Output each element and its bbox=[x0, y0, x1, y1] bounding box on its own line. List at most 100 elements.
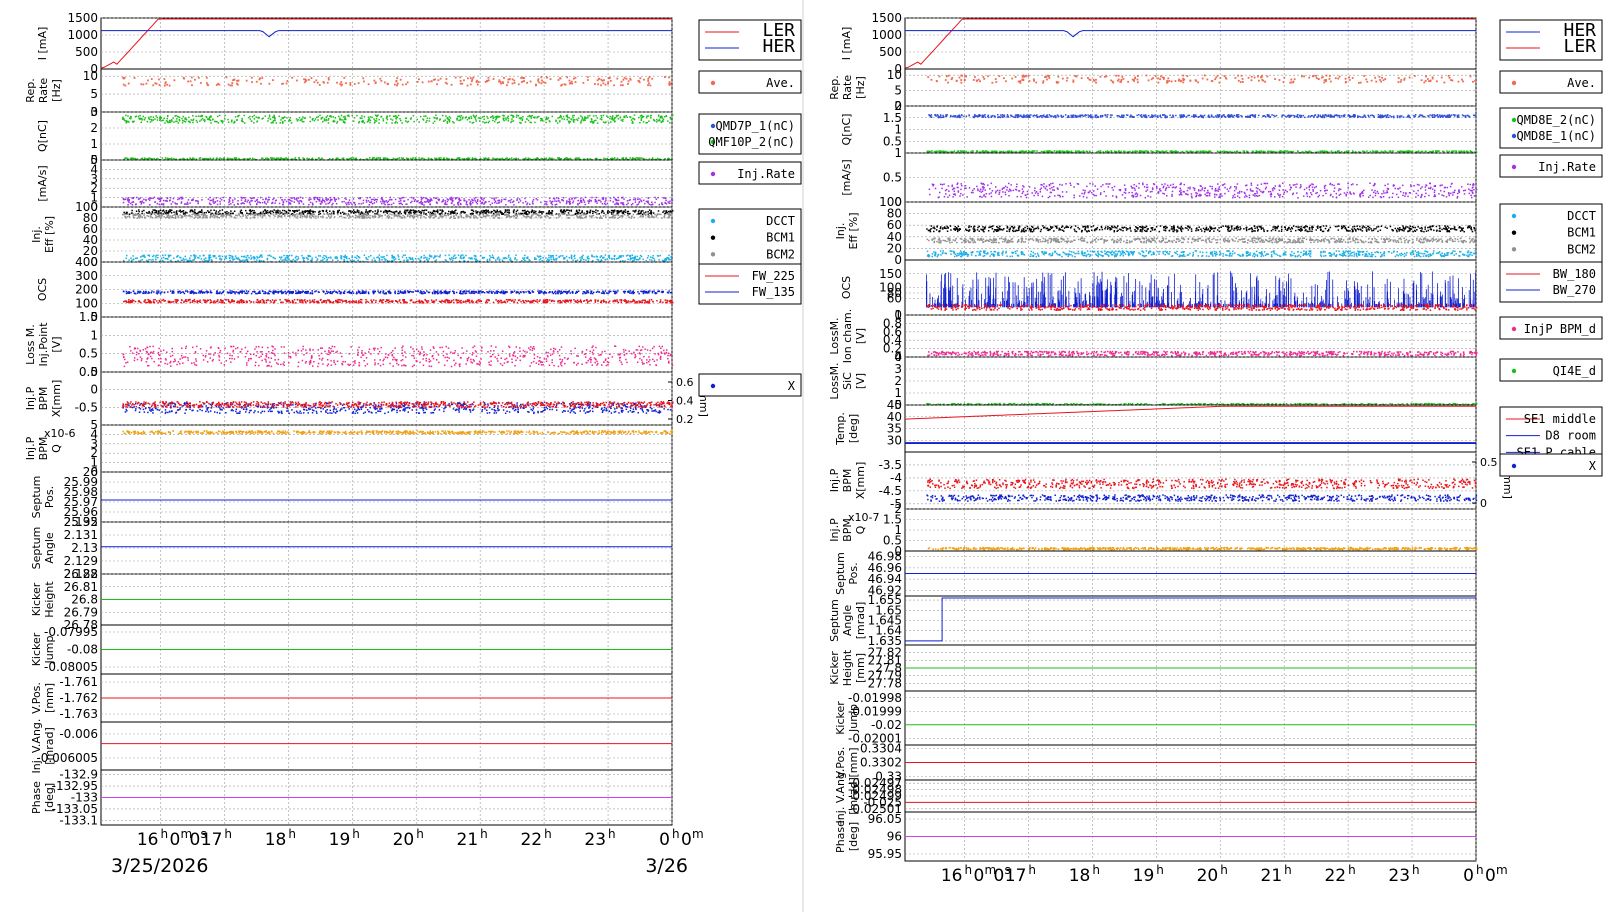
series-point bbox=[345, 256, 347, 258]
series-point bbox=[429, 214, 431, 217]
series-point bbox=[371, 259, 374, 261]
series-point bbox=[449, 290, 451, 293]
series-point bbox=[462, 257, 465, 259]
series-point bbox=[202, 215, 204, 218]
series-point bbox=[351, 157, 353, 159]
y-tick-label: 1 bbox=[90, 191, 98, 205]
series-ave- bbox=[122, 76, 672, 87]
series-point bbox=[143, 202, 145, 204]
series-point bbox=[482, 121, 484, 123]
series-point bbox=[136, 158, 138, 161]
legend-injrate: Inj.Rate bbox=[698, 161, 802, 185]
series-point bbox=[183, 259, 185, 261]
series-point bbox=[344, 254, 346, 257]
series-point bbox=[209, 291, 212, 294]
series-point bbox=[420, 115, 422, 118]
series-point bbox=[516, 214, 518, 216]
series-point bbox=[244, 197, 246, 199]
y-tick-label: 80 bbox=[83, 211, 98, 225]
series-point bbox=[316, 259, 318, 262]
series-point bbox=[124, 84, 127, 87]
y-axis-label: Rep. Rate [Hz] bbox=[24, 78, 63, 103]
series-point bbox=[474, 116, 477, 118]
series-point bbox=[459, 202, 462, 205]
series-point bbox=[588, 200, 591, 203]
series-point bbox=[520, 81, 523, 83]
series-point bbox=[557, 79, 560, 81]
panel-frame bbox=[100, 159, 673, 208]
series-point bbox=[590, 292, 592, 295]
series-point bbox=[296, 120, 299, 122]
series-point bbox=[567, 212, 570, 214]
series-point bbox=[196, 214, 198, 216]
series-point bbox=[580, 115, 582, 117]
series-point bbox=[274, 202, 276, 204]
series-point bbox=[244, 158, 246, 160]
series-point bbox=[438, 119, 441, 121]
series-point bbox=[416, 118, 418, 121]
series-point bbox=[611, 116, 613, 119]
series-point bbox=[550, 202, 552, 204]
series-point bbox=[537, 158, 540, 160]
series-point bbox=[374, 216, 377, 218]
series-point bbox=[501, 260, 504, 263]
series-point bbox=[585, 215, 587, 218]
series-point bbox=[343, 212, 346, 215]
series-point bbox=[394, 258, 397, 260]
series-point bbox=[577, 213, 580, 216]
series-point bbox=[538, 255, 541, 258]
series-point bbox=[287, 198, 290, 201]
series-point bbox=[148, 116, 150, 119]
series-point bbox=[476, 211, 479, 214]
series-point bbox=[326, 81, 329, 84]
series-point bbox=[616, 77, 619, 80]
series-point bbox=[471, 257, 473, 260]
series-point bbox=[624, 209, 627, 211]
series-point bbox=[271, 210, 274, 212]
series-point bbox=[629, 157, 631, 159]
series-point bbox=[429, 199, 432, 201]
series-point bbox=[508, 214, 511, 217]
series-point bbox=[402, 254, 405, 257]
series-point bbox=[503, 291, 505, 293]
series-point bbox=[143, 118, 146, 121]
series-point bbox=[393, 256, 396, 259]
y-tick-label: 0 bbox=[90, 62, 98, 76]
series-point bbox=[279, 122, 282, 124]
series-point bbox=[382, 158, 385, 160]
series-point bbox=[668, 82, 671, 85]
series-point bbox=[377, 256, 379, 258]
series-point bbox=[587, 200, 589, 202]
series-point bbox=[506, 209, 509, 211]
series-point bbox=[452, 257, 455, 260]
series-point bbox=[264, 212, 266, 215]
series-point bbox=[197, 256, 199, 259]
series-point bbox=[165, 217, 167, 219]
series-point bbox=[175, 211, 177, 213]
series-point bbox=[521, 119, 524, 122]
series-point bbox=[348, 214, 351, 216]
series-point bbox=[373, 118, 375, 120]
series-point bbox=[584, 216, 586, 219]
series-point bbox=[497, 256, 500, 259]
series-point bbox=[436, 83, 438, 86]
series-point bbox=[517, 83, 520, 86]
series-point bbox=[169, 197, 172, 199]
series-point bbox=[381, 214, 384, 217]
series-point bbox=[553, 158, 555, 160]
series-point bbox=[574, 260, 577, 262]
series-point bbox=[473, 257, 476, 260]
series-point bbox=[480, 117, 482, 120]
series-point bbox=[343, 255, 345, 258]
series-point bbox=[653, 216, 655, 218]
series-point bbox=[477, 117, 480, 119]
series-point bbox=[145, 211, 148, 214]
legend-swatch bbox=[710, 252, 716, 257]
series-point bbox=[545, 116, 548, 118]
series-point bbox=[218, 158, 220, 160]
series-point bbox=[667, 158, 669, 160]
series-point bbox=[524, 209, 526, 212]
series-point bbox=[147, 157, 150, 160]
series-point bbox=[629, 254, 632, 257]
